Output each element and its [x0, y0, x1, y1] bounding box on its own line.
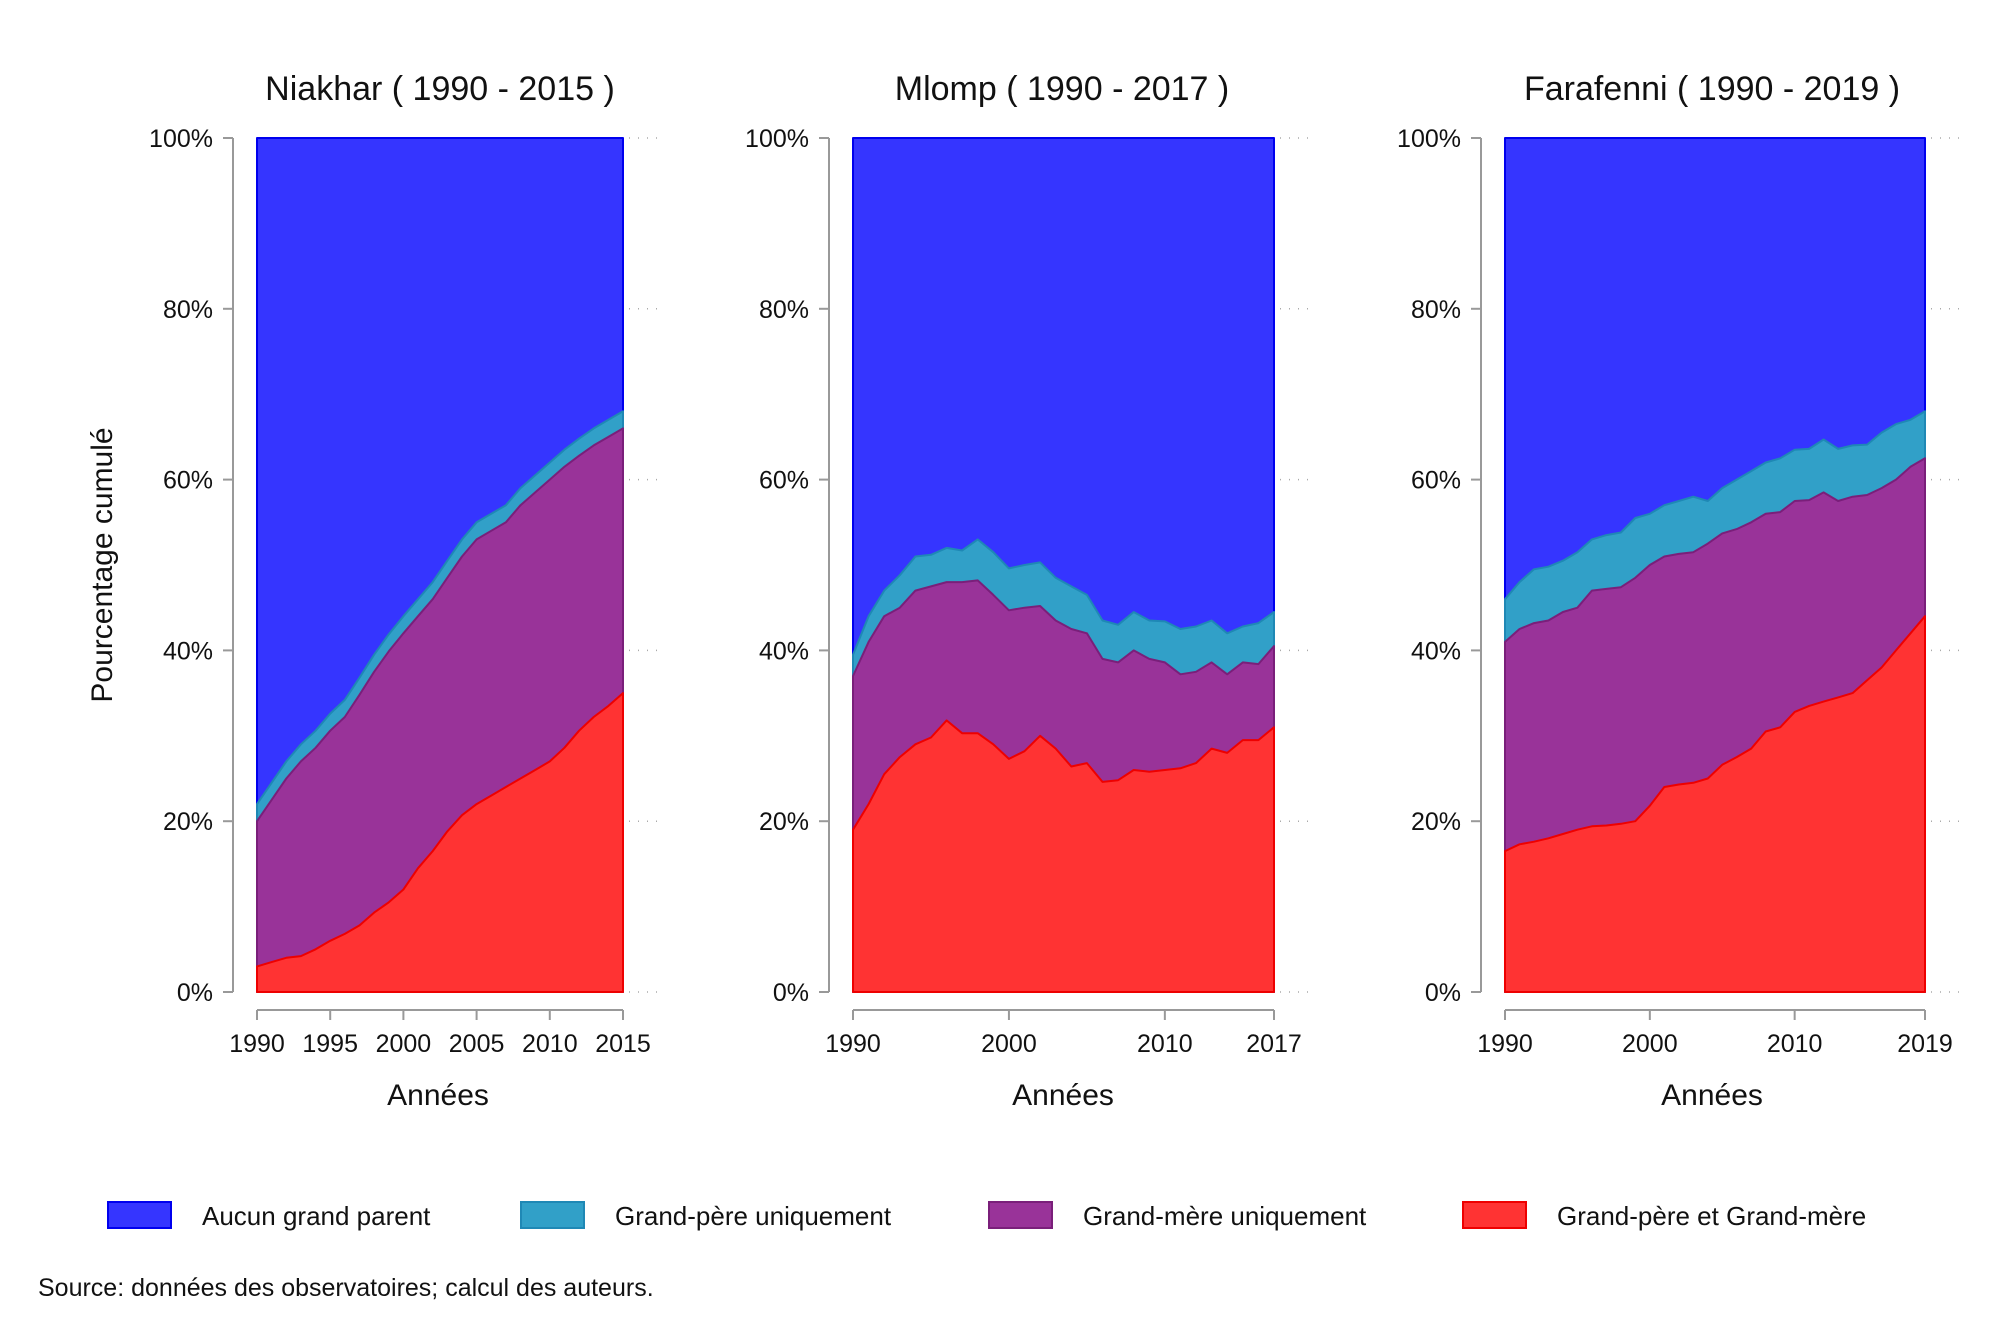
y-tick-label: 40%: [163, 637, 213, 665]
y-tick-label: 100%: [1397, 125, 1461, 153]
panel-title: Mlomp ( 1990 - 2017 ): [895, 70, 1230, 108]
y-tick-label: 0%: [773, 979, 809, 1007]
y-tick-label: 0%: [1425, 979, 1461, 1007]
x-tick-label: 2005: [449, 1030, 505, 1058]
legend-label: Aucun grand parent: [202, 1201, 431, 1231]
x-tick-label: 2010: [1137, 1030, 1193, 1058]
panel-mlomp: Mlomp ( 1990 - 2017 ) Années 0% 20% 40% 60%…: [745, 70, 1316, 1112]
y-tick-label: 100%: [745, 125, 809, 153]
x-tick-label: 2000: [981, 1030, 1037, 1058]
x-tick-label: 2010: [522, 1030, 578, 1058]
legend-swatch: [107, 1201, 172, 1229]
legend-swatch: [520, 1201, 585, 1229]
series-both-area: [256, 692, 624, 993]
legend-item: Grand-père uniquement: [520, 1201, 892, 1231]
x-axis-title: Années: [1661, 1079, 1763, 1112]
y-tick-label: 20%: [163, 808, 213, 836]
panel-title: Farafenni ( 1990 - 2019 ): [1524, 70, 1900, 108]
legend: Aucun grand parent Grand-père uniquement…: [107, 1201, 1866, 1231]
x-axis-title: Années: [1012, 1079, 1114, 1112]
y-tick-label: 60%: [163, 467, 213, 495]
panel-niakhar: Niakhar ( 1990 - 2015 ) Pourcentage cumu…: [86, 70, 665, 1112]
legend-label: Grand-père et Grand-mère: [1557, 1201, 1866, 1231]
legend-swatch: [988, 1201, 1053, 1229]
y-axis-title: Pourcentage cumulé: [86, 427, 119, 702]
y-tick-label: 40%: [759, 637, 809, 665]
legend-swatch: [1462, 1201, 1527, 1229]
legend-label: Grand-père uniquement: [615, 1201, 892, 1231]
legend-item: Grand-mère uniquement: [988, 1201, 1367, 1231]
legend-item: Grand-père et Grand-mère: [1462, 1201, 1866, 1231]
y-tick-label: 80%: [759, 296, 809, 324]
y-tick-label: 60%: [759, 467, 809, 495]
legend-item: Aucun grand parent: [107, 1201, 431, 1231]
x-tick-label: 1990: [229, 1030, 285, 1058]
x-tick-label: 1990: [825, 1030, 881, 1058]
y-tick-label: 20%: [1411, 808, 1461, 836]
x-tick-label: 1995: [302, 1030, 358, 1058]
x-tick-label: 2000: [1622, 1030, 1678, 1058]
x-axis-title: Années: [387, 1079, 489, 1112]
x-tick-label: 2015: [595, 1030, 651, 1058]
panel-farafenni: Farafenni ( 1990 - 2019 ) Années 0% 20% 40…: [1397, 70, 1967, 1112]
panel-title: Niakhar ( 1990 - 2015 ): [265, 70, 615, 108]
y-tick-label: 20%: [759, 808, 809, 836]
x-tick-label: 1990: [1477, 1030, 1533, 1058]
y-tick-label: 100%: [149, 125, 213, 153]
x-tick-label: 2010: [1767, 1030, 1823, 1058]
x-tick-label: 2019: [1897, 1030, 1953, 1058]
legend-label: Grand-mère uniquement: [1083, 1201, 1367, 1231]
series-both-area: [1504, 615, 1926, 993]
y-tick-label: 40%: [1411, 637, 1461, 665]
y-tick-label: 0%: [177, 979, 213, 1007]
y-tick-label: 80%: [163, 296, 213, 324]
x-tick-label: 2017: [1246, 1030, 1302, 1058]
source-note: Source: données des observatoires; calcu…: [38, 1274, 654, 1302]
y-tick-label: 60%: [1411, 467, 1461, 495]
series-both-area: [852, 719, 1275, 993]
y-tick-label: 80%: [1411, 296, 1461, 324]
x-tick-label: 2000: [376, 1030, 432, 1058]
